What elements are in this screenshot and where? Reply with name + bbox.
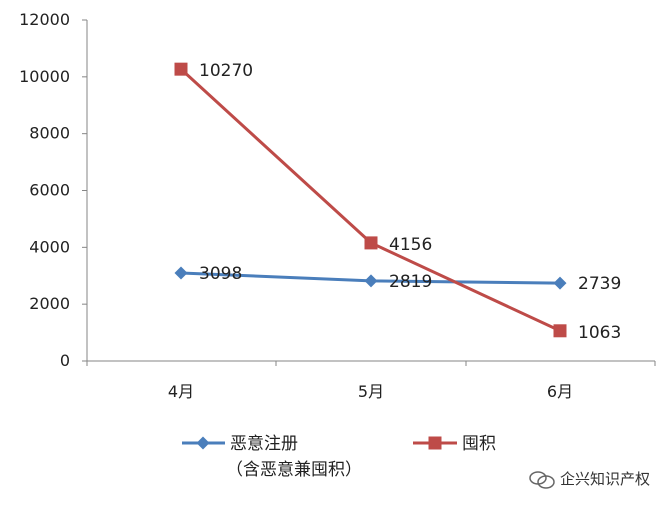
x-tick-label: 6月: [547, 382, 573, 401]
legend-label-0-line2: （含恶意兼囤积）: [226, 460, 362, 480]
chart-ticks: 0 2000 4000 6000 8000 10000 12000 4月 5月 6月: [19, 10, 656, 401]
data-point-diamond: [364, 274, 378, 288]
data-label: 2739: [578, 274, 621, 294]
data-point-square: [364, 236, 378, 250]
x-tick-label: 5月: [358, 382, 384, 401]
data-label: 3098: [199, 264, 242, 284]
data-label: 10270: [199, 61, 253, 81]
y-tick-label: 0: [60, 351, 70, 370]
watermark-bubble-b: [537, 475, 555, 489]
data-point-diamond: [174, 266, 188, 280]
chart-axes: [86, 20, 655, 362]
chart-legend: 恶意注册 （含恶意兼囤积） 囤积: [182, 434, 496, 480]
data-point-square: [174, 62, 188, 76]
data-point-diamond: [553, 276, 567, 290]
series-line-1: [179, 67, 562, 333]
data-label: 4156: [389, 235, 432, 255]
data-label: 2819: [389, 272, 432, 292]
y-tick-label: 4000: [29, 237, 70, 256]
chart-series: [174, 62, 567, 338]
watermark-text: 企兴知识产权: [560, 470, 650, 488]
watermark: 企兴知识产权: [529, 470, 650, 489]
legend-marker-diamond: [196, 436, 210, 450]
legend-label-1: 囤积: [462, 434, 496, 454]
legend-marker-square: [428, 436, 442, 450]
data-label: 1063: [578, 323, 621, 343]
y-tick-label: 6000: [29, 181, 70, 200]
data-point-square: [553, 324, 567, 338]
chart-data-labels: 3098 2819 2739 10270 4156 1063: [199, 61, 621, 343]
x-tick-label: 4月: [168, 382, 194, 401]
wechat-like-icon: [529, 471, 555, 489]
legend-item-1: 囤积: [413, 434, 496, 454]
y-tick-label: 8000: [29, 124, 70, 143]
y-tick-label: 12000: [19, 10, 70, 29]
legend-label-0: 恶意注册: [230, 434, 298, 454]
y-tick-label: 2000: [29, 294, 70, 313]
y-tick-label: 10000: [19, 67, 70, 86]
legend-item-0: 恶意注册 （含恶意兼囤积）: [182, 434, 362, 480]
